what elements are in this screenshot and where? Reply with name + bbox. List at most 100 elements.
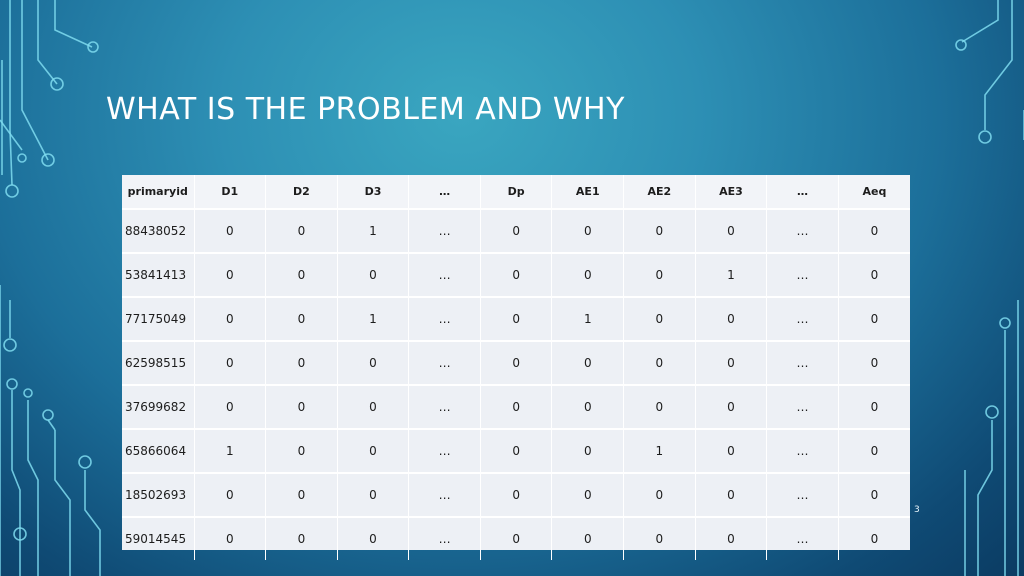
table-cell: 1 xyxy=(551,297,625,342)
slide-title: WHAT IS THE PROBLEM AND WHY xyxy=(106,92,625,127)
primaryid-cell: 59014545 xyxy=(122,517,195,560)
table-body: 88438052 0 0 1… 0 0 0 0… 0 53841413 0 0 0… 0 0 0 1… 0 7717… xyxy=(122,209,910,560)
table-cell: 0 xyxy=(695,209,768,254)
column-header: … xyxy=(408,175,481,210)
table-cell: 0 xyxy=(695,297,768,342)
table-cell: 0 xyxy=(623,341,696,386)
table-cell: … xyxy=(408,209,481,254)
table-cell: 0 xyxy=(551,473,625,518)
table-cell: 0 xyxy=(265,429,338,474)
table-cell: 0 xyxy=(838,473,910,518)
data-table-container: primaryid D1 D2 D3 … Dp AE1 AE2 AE3 … Ae… xyxy=(122,175,910,560)
table-cell: 0 xyxy=(194,385,267,430)
table-cell: 1 xyxy=(337,297,410,342)
table-cell: 0 xyxy=(551,253,625,298)
primaryid-cell: 37699682 xyxy=(122,385,195,430)
table-cell: 0 xyxy=(265,341,338,386)
table-cell: 0 xyxy=(623,385,696,430)
table-cell: … xyxy=(766,473,839,518)
table-cell: 0 xyxy=(623,473,696,518)
table-cell: 1 xyxy=(194,429,267,474)
table-cell: … xyxy=(408,517,481,560)
column-header: Aeq xyxy=(838,175,910,210)
table-cell: … xyxy=(408,341,481,386)
table-cell: 0 xyxy=(695,429,768,474)
table-cell: 0 xyxy=(480,429,553,474)
table-cell: 0 xyxy=(337,473,410,518)
column-header: … xyxy=(766,175,839,210)
table-cell: 0 xyxy=(265,253,338,298)
table-cell: 0 xyxy=(838,209,910,254)
table-cell: 0 xyxy=(194,341,267,386)
table-cell: 0 xyxy=(194,253,267,298)
table-cell: 0 xyxy=(838,429,910,474)
column-header: AE2 xyxy=(623,175,696,210)
table-cell: 0 xyxy=(194,473,267,518)
table-cell: … xyxy=(766,209,839,254)
table-cell: 0 xyxy=(265,385,338,430)
table-cell: … xyxy=(766,297,839,342)
table-row: 65866064 1 0 0… 0 0 1 0… 0 xyxy=(122,429,910,474)
table-cell: 0 xyxy=(623,517,696,560)
table-cell: 0 xyxy=(337,517,410,560)
table-cell: … xyxy=(408,297,481,342)
table-cell: 0 xyxy=(265,517,338,560)
table-row: 62598515 0 0 0… 0 0 0 0… 0 xyxy=(122,341,910,386)
table-cell: 0 xyxy=(194,209,267,254)
table-row: 59014545 0 0 0… 0 0 0 0… 0 xyxy=(122,517,910,560)
table-cell: 0 xyxy=(551,341,625,386)
column-header: primaryid xyxy=(122,175,195,210)
page-number: 3 xyxy=(914,505,920,515)
table-row: 53841413 0 0 0… 0 0 0 1… 0 xyxy=(122,253,910,298)
primaryid-cell: 65866064 xyxy=(122,429,195,474)
table-cell: 0 xyxy=(695,473,768,518)
column-header: AE3 xyxy=(695,175,768,210)
table-cell: 0 xyxy=(480,517,553,560)
table-cell: … xyxy=(766,253,839,298)
primaryid-cell: 62598515 xyxy=(122,341,195,386)
table-header-row: primaryid D1 D2 D3 … Dp AE1 AE2 AE3 … Ae… xyxy=(122,175,910,210)
table-cell: 0 xyxy=(623,297,696,342)
table-cell: 0 xyxy=(480,297,553,342)
table-row: 88438052 0 0 1… 0 0 0 0… 0 xyxy=(122,209,910,254)
primaryid-cell: 53841413 xyxy=(122,253,195,298)
table-cell: 0 xyxy=(838,253,910,298)
table-cell: 0 xyxy=(265,209,338,254)
table-cell: 0 xyxy=(337,429,410,474)
primaryid-cell: 88438052 xyxy=(122,209,195,254)
table-cell: 0 xyxy=(695,385,768,430)
table-cell: … xyxy=(408,473,481,518)
column-header: Dp xyxy=(480,175,553,210)
table-cell: 0 xyxy=(194,517,267,560)
primaryid-cell: 77175049 xyxy=(122,297,195,342)
column-header: D3 xyxy=(337,175,410,210)
table-cell: 0 xyxy=(695,517,768,560)
table-cell: 0 xyxy=(623,209,696,254)
table-cell: 0 xyxy=(480,209,553,254)
table-cell: 0 xyxy=(337,385,410,430)
column-header: D2 xyxy=(265,175,338,210)
table-cell: … xyxy=(408,429,481,474)
table-cell: 0 xyxy=(265,297,338,342)
table-cell: 0 xyxy=(337,341,410,386)
table-cell: 0 xyxy=(480,473,553,518)
primaryid-cell: 18502693 xyxy=(122,473,195,518)
data-table: primaryid D1 D2 D3 … Dp AE1 AE2 AE3 … Ae… xyxy=(122,175,910,560)
table-cell: … xyxy=(766,341,839,386)
table-row: 77175049 0 0 1… 0 1 0 0… 0 xyxy=(122,297,910,342)
table-cell: … xyxy=(408,385,481,430)
table-cell: 0 xyxy=(480,341,553,386)
column-header: D1 xyxy=(194,175,267,210)
table-cell: … xyxy=(766,517,839,560)
table-cell: … xyxy=(766,385,839,430)
table-cell: 0 xyxy=(480,385,553,430)
table-row: 37699682 0 0 0… 0 0 0 0… 0 xyxy=(122,385,910,430)
table-cell: … xyxy=(408,253,481,298)
table-cell: 0 xyxy=(623,253,696,298)
table-cell: 0 xyxy=(480,253,553,298)
table-cell: 1 xyxy=(695,253,768,298)
table-cell: 0 xyxy=(337,253,410,298)
table-cell: 0 xyxy=(551,429,625,474)
